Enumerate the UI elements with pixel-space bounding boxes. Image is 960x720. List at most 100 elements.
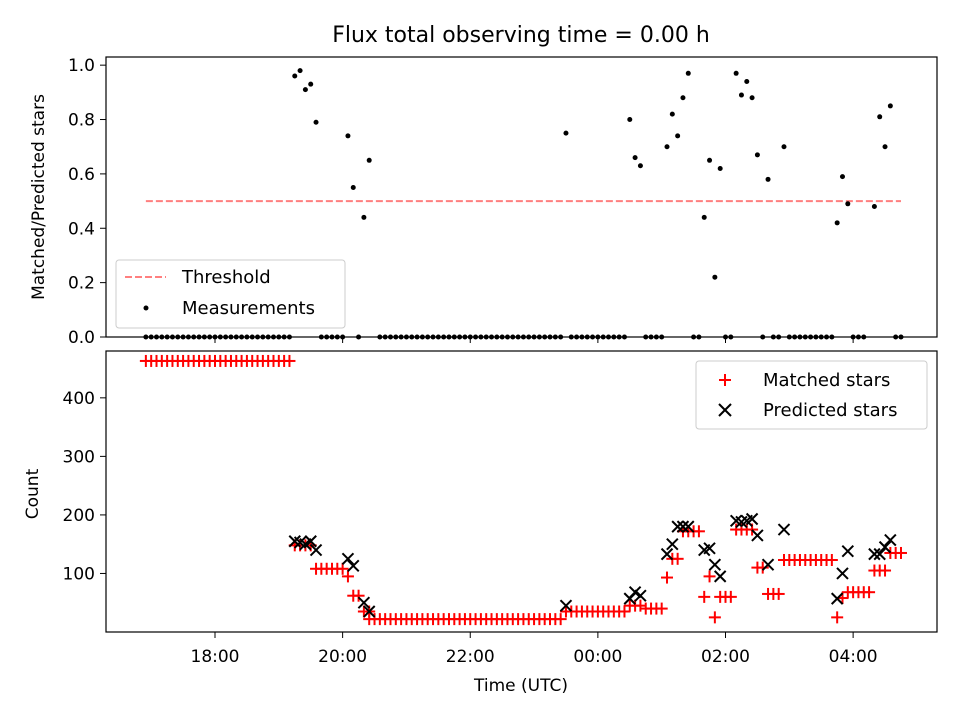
- measurement-point: [749, 95, 755, 101]
- measurement-point: [164, 334, 170, 340]
- measurement-point: [185, 334, 191, 340]
- measurement-point: [435, 334, 441, 340]
- measurement-point: [430, 334, 436, 340]
- measurement-point: [403, 334, 409, 340]
- predicted-star-point: [357, 596, 371, 609]
- measurement-point: [850, 334, 856, 340]
- measurement-point: [223, 334, 229, 340]
- measurement-point: [664, 144, 670, 150]
- measurement-point: [595, 334, 601, 340]
- bottom-x-tick-label: 00:00: [573, 647, 622, 667]
- measurement-point: [754, 152, 760, 158]
- measurement-point: [366, 157, 372, 163]
- measurement-point: [483, 334, 489, 340]
- measurement-point: [616, 334, 622, 340]
- bottom-y-axis-label: Count: [23, 468, 43, 519]
- measurement-point: [781, 144, 787, 150]
- measurement-point: [776, 334, 782, 340]
- predicted-star-point: [309, 543, 323, 557]
- measurement-point: [489, 334, 495, 340]
- measurement-point: [547, 334, 553, 340]
- top-y-tick-label: 0.8: [68, 111, 95, 131]
- measurement-point: [898, 334, 904, 340]
- measurement-point: [680, 95, 686, 101]
- legend-measurements-label: Measurements: [182, 298, 315, 319]
- measurement-point: [382, 334, 388, 340]
- measurement-point: [239, 334, 245, 340]
- measurement-point: [446, 334, 452, 340]
- measurement-point: [515, 334, 521, 340]
- predicted-star-point: [671, 520, 684, 533]
- top-plot-area: [143, 68, 904, 340]
- predicted-star-point: [878, 540, 892, 554]
- measurement-point: [744, 78, 750, 84]
- measurement-point: [409, 334, 415, 340]
- measurement-point: [813, 334, 819, 340]
- measurement-point: [621, 334, 627, 340]
- matched-star-point: [661, 571, 674, 584]
- measurement-point: [887, 103, 893, 109]
- top-y-tick-label: 0.4: [68, 219, 95, 239]
- predicted-star-point: [884, 533, 897, 547]
- legend-matched-label: Matched stars: [763, 370, 890, 391]
- measurement-point: [345, 133, 351, 139]
- measurement-point: [723, 334, 728, 340]
- measurement-point: [169, 334, 175, 340]
- predicted-star-point: [708, 558, 722, 571]
- bottom-y-tick-label: 200: [63, 506, 95, 526]
- matched-star-point: [618, 605, 631, 618]
- matched-star-point: [671, 552, 684, 565]
- measurement-point: [478, 334, 484, 340]
- predicted-star-point: [777, 523, 791, 536]
- measurement-point: [760, 334, 766, 340]
- measurement-point: [696, 334, 702, 340]
- legend-predicted-label: Predicted stars: [763, 400, 897, 421]
- measurement-point: [260, 334, 266, 340]
- measurement-point: [808, 334, 814, 340]
- bottom-y-tick-label: 400: [63, 389, 95, 409]
- matched-star-point: [703, 570, 716, 583]
- measurement-point: [191, 334, 197, 340]
- measurement-point: [329, 334, 335, 340]
- measurement-point: [712, 274, 718, 280]
- measurement-point: [611, 334, 617, 340]
- measurement-point: [281, 334, 287, 340]
- measurement-point: [217, 334, 223, 340]
- measurement-point: [308, 81, 314, 87]
- legend-predicted-swatch: [718, 403, 732, 417]
- measurement-point: [845, 201, 851, 207]
- top-y-tick-label: 0.0: [68, 328, 95, 348]
- bottom-x-axis: 18:00 20:00 22:00 00:00 02:00 04:00: [191, 632, 878, 667]
- measurement-point: [574, 334, 580, 340]
- measurement-point: [685, 70, 691, 76]
- predicted-star-point: [836, 567, 849, 580]
- measurement-point: [377, 334, 383, 340]
- measurement-point: [855, 334, 861, 340]
- measurement-point: [526, 334, 532, 340]
- matched-star-point: [724, 590, 737, 603]
- measurement-point: [419, 334, 425, 340]
- measurement-point: [196, 334, 202, 340]
- measurement-point: [350, 184, 356, 190]
- measurement-point: [270, 334, 276, 340]
- measurement-point: [143, 334, 149, 340]
- measurement-point: [276, 334, 282, 340]
- measurement-point: [797, 334, 803, 340]
- measurement-point: [441, 334, 447, 340]
- measurement-point: [302, 87, 308, 93]
- measurement-point: [233, 334, 239, 340]
- matched-star-point: [708, 611, 721, 624]
- measurement-point: [802, 334, 808, 340]
- measurement-point: [861, 334, 867, 340]
- measurement-point: [733, 70, 739, 76]
- measurement-point: [829, 334, 835, 340]
- measurement-point: [600, 334, 606, 340]
- predicted-star-point: [304, 535, 317, 548]
- top-y-axis-label: Matched/Predicted stars: [29, 94, 49, 300]
- measurement-point: [148, 334, 154, 340]
- measurement-point: [728, 334, 734, 340]
- measurement-point: [212, 334, 218, 340]
- matched-star-point: [756, 561, 769, 574]
- matched-star-point: [554, 613, 567, 626]
- top-legend: Threshold Measurements: [115, 259, 346, 329]
